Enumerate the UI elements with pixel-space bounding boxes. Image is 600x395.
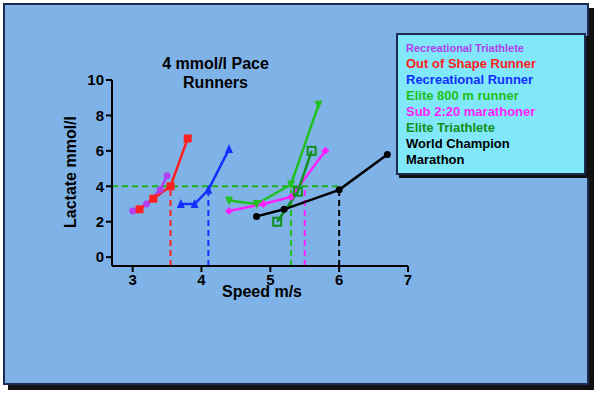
svg-text:8: 8	[96, 107, 104, 124]
svg-text:5: 5	[266, 271, 274, 288]
html-text:World Champion Marathon: World Champion Marathon	[406, 136, 510, 167]
svg-text:6: 6	[96, 142, 104, 159]
svg-text:4: 4	[96, 178, 105, 195]
svg-text:4: 4	[197, 271, 206, 288]
svg-text:3: 3	[128, 271, 136, 288]
html-text:Elite Triathlete: Elite Triathlete	[406, 120, 495, 135]
svg-text:2: 2	[96, 213, 104, 230]
svg-text:10: 10	[87, 71, 104, 88]
svg-text:0: 0	[96, 248, 104, 265]
html-text:Elite 800 m runner: Elite 800 m runner	[406, 88, 519, 103]
svg-text:Speed m/s: Speed m/s	[222, 283, 302, 300]
svg-text:Lactate mmol/l: Lactate mmol/l	[62, 116, 79, 228]
html-text:4 mmol/l Pace Runners: 4 mmol/l Pace Runners	[162, 55, 269, 91]
html-text:Recreational Runner: Recreational Runner	[406, 72, 534, 87]
html-text:Recreational Triathlete: Recreational Triathlete	[406, 42, 524, 54]
svg-text:6: 6	[335, 271, 343, 288]
html-text:Sub 2:20 marathoner: Sub 2:20 marathoner	[406, 104, 536, 119]
html-text:Out of Shape Runner: Out of Shape Runner	[406, 56, 536, 71]
svg-text:7: 7	[404, 271, 412, 288]
